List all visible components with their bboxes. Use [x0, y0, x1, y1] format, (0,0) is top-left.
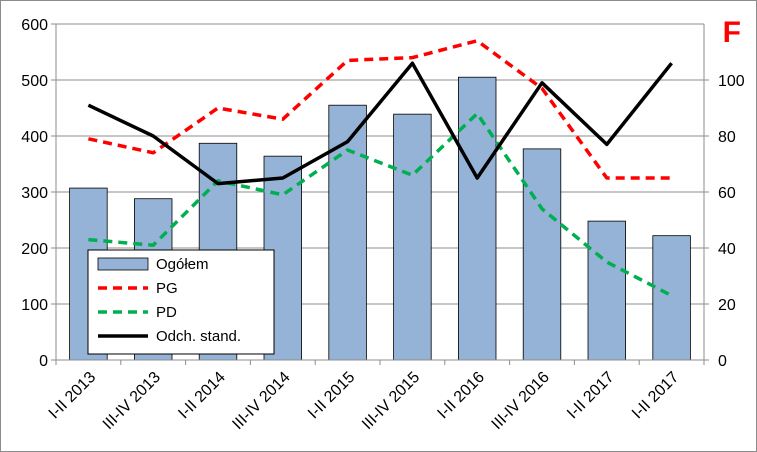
- left-axis-ticks: 0 100 200 300 400 500 600: [21, 17, 56, 370]
- corner-label: F: [723, 16, 741, 49]
- bar-7: [522, 148, 562, 361]
- legend-label-0: Ogółem: [156, 256, 209, 273]
- right-tick-label-4: 80: [718, 129, 736, 146]
- left-tick-label-3: 300: [21, 185, 48, 202]
- bar-9: [652, 235, 691, 361]
- left-tick-label-2: 200: [21, 241, 48, 258]
- series-line-1: [88, 39, 672, 180]
- left-tick-label-0: 0: [39, 353, 48, 370]
- line-series: [87, 39, 673, 298]
- bar-5: [393, 113, 432, 361]
- right-tick-label-3: 60: [718, 185, 736, 202]
- legend-label-3: Odch. stand.: [156, 328, 241, 345]
- legend-label-2: PD: [156, 304, 177, 321]
- left-tick-label-5: 500: [21, 73, 48, 90]
- right-tick-label-5: 100: [718, 73, 745, 90]
- right-tick-label-0: 0: [718, 353, 727, 370]
- series-line-2: [88, 111, 673, 298]
- left-tick-label-4: 400: [21, 129, 48, 146]
- legend-label-1: PG: [156, 280, 178, 297]
- left-tick-label-1: 100: [21, 297, 48, 314]
- series-line-3: [87, 61, 673, 186]
- left-tick-label-6: 600: [21, 17, 48, 34]
- bar-8: [587, 220, 626, 361]
- right-tick-label-1: 20: [718, 297, 736, 314]
- right-axis-ticks: 0 20 40 60 80 100: [704, 73, 745, 370]
- bar-6: [458, 76, 497, 361]
- legend-swatch-0: [97, 257, 149, 271]
- right-tick-label-2: 40: [718, 241, 736, 258]
- legend: Ogółem PG PD Odch. stand.: [87, 249, 275, 355]
